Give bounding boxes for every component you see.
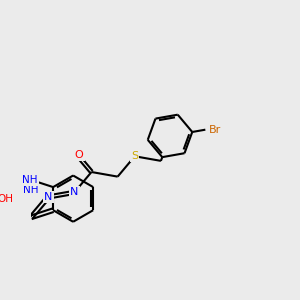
Text: OH: OH	[1, 194, 17, 204]
Text: Br: Br	[209, 125, 222, 135]
Text: O: O	[75, 150, 83, 160]
Text: NH: NH	[23, 185, 39, 195]
Text: NH: NH	[22, 175, 38, 185]
Text: S: S	[131, 151, 138, 161]
Text: OH: OH	[0, 194, 14, 204]
Text: N: N	[70, 188, 79, 197]
Text: N: N	[44, 192, 52, 202]
